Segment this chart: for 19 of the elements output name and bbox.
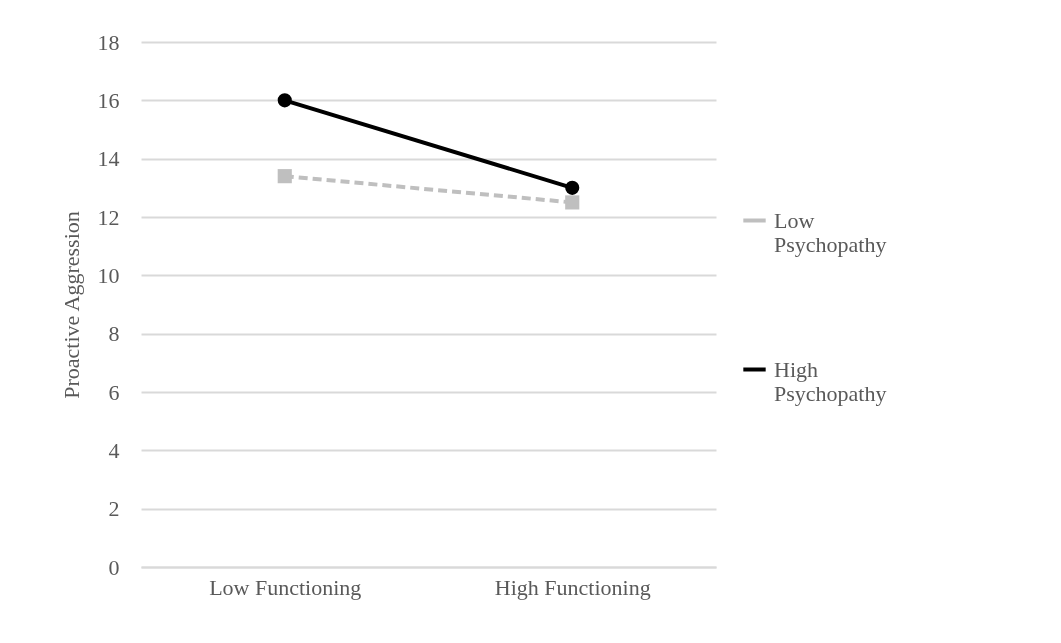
x-tick-label: Low Functioning bbox=[209, 574, 362, 600]
legend-label: Low Psychopathy bbox=[774, 207, 887, 257]
y-tick-label: 10 bbox=[97, 262, 120, 288]
y-tick-label: 14 bbox=[97, 146, 120, 172]
y-axis-title: Proactive Aggression bbox=[58, 211, 84, 399]
point bbox=[565, 195, 580, 210]
y-tick-label: 2 bbox=[108, 496, 120, 522]
y-tick-label: 18 bbox=[97, 29, 120, 55]
point bbox=[277, 169, 292, 184]
y-tick-label: 12 bbox=[97, 204, 120, 230]
y-tick-label: 6 bbox=[108, 379, 120, 405]
y-tick-label: 0 bbox=[108, 554, 120, 580]
point bbox=[565, 180, 580, 195]
y-tick-label: 4 bbox=[108, 437, 120, 463]
y-tick-label: 8 bbox=[108, 321, 120, 347]
x-tick-label: High Functioning bbox=[494, 574, 651, 600]
y-tick-label: 16 bbox=[97, 87, 120, 113]
legend-label: High Psychopathy bbox=[774, 356, 887, 406]
point bbox=[277, 93, 292, 108]
